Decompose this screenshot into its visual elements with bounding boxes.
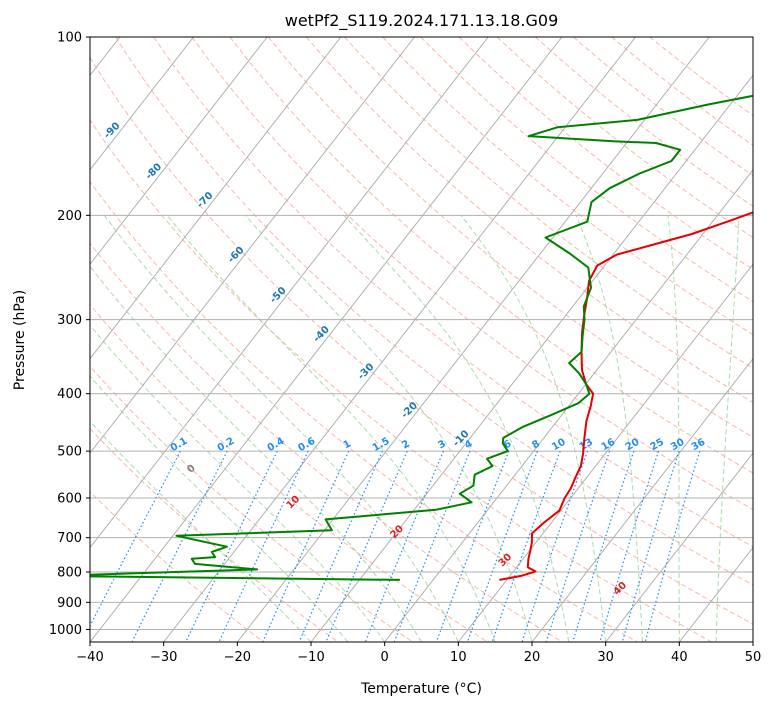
dry-adiabat-line — [90, 181, 638, 642]
moist-adiabat-line — [575, 215, 643, 642]
isotherm-gridline — [90, 37, 268, 266]
x-tick-label: 40 — [671, 650, 688, 665]
y-tick-label: 400 — [57, 387, 82, 402]
x-tick-label: −40 — [76, 650, 103, 665]
isotherm-gridline — [90, 37, 563, 642]
mixing-ratio-line — [521, 450, 589, 642]
dry-adiabat-line — [153, 37, 753, 548]
moist-adiabat-line — [460, 214, 607, 642]
mixing-ratio-line — [644, 450, 701, 642]
y-tick-label: 600 — [57, 492, 82, 507]
dry-adiabat-line — [90, 119, 712, 642]
mixing-ratio-label: 2 — [400, 438, 412, 451]
dry-adiabat-line — [420, 37, 753, 303]
isotherm-gridline — [384, 168, 753, 642]
profile-lines — [90, 94, 753, 581]
x-tick-label: −30 — [150, 650, 177, 665]
isotherm-gridline — [457, 263, 753, 642]
mixing-ratio-line — [364, 450, 444, 642]
x-tick-label: 10 — [450, 650, 467, 665]
y-tick-label: 100 — [57, 31, 82, 46]
dry-adiabat-line — [305, 37, 753, 403]
x-axis-title: Temperature (°C) — [360, 681, 482, 697]
mixing-ratio-label: 1 — [342, 438, 354, 451]
y-tick-label: 200 — [57, 209, 82, 224]
x-tick-label: 20 — [524, 650, 541, 665]
isotherm-gridline — [605, 452, 753, 642]
y-axis-title: Pressure (hPa) — [12, 290, 28, 390]
isotherm-gridline — [90, 37, 415, 454]
moist-adiabat-line — [90, 420, 312, 642]
dry-adiabat-line — [267, 37, 753, 438]
y-tick-label: 700 — [57, 531, 82, 546]
x-tick-label: 30 — [597, 650, 614, 665]
dry-adiabat-line — [115, 37, 753, 586]
mixing-ratio-line — [131, 450, 228, 642]
moist-adiabat-line — [343, 214, 570, 642]
plot-frame — [89, 36, 754, 643]
mixing-ratio-line — [545, 450, 611, 642]
chart-title: wetPf2_S119.2024.171.13.18.G09 — [285, 11, 559, 31]
plot-background — [90, 37, 753, 642]
dry-adiabat-line — [90, 242, 563, 642]
isotherm-gridline — [236, 37, 710, 642]
moist-adiabat-line — [90, 265, 422, 642]
isotherm-gridline — [90, 37, 194, 171]
isotherm-gridline — [752, 641, 753, 642]
moist-adiabat-line — [90, 324, 386, 642]
x-tick-label: 50 — [745, 650, 762, 665]
dry-adiabat-line — [90, 56, 753, 625]
moist-adiabat-line — [166, 214, 496, 642]
mixing-ratio-label: 6 — [502, 438, 514, 451]
mixing-ratio-line — [185, 450, 278, 642]
isotherm-label: -100 — [56, 80, 82, 106]
mixing-ratio-label: 8 — [530, 438, 542, 451]
moist-adiabat-line — [667, 215, 680, 642]
dry-adiabat-line — [382, 37, 753, 336]
moist-adiabat-line — [90, 375, 349, 642]
dry-adiabat-line — [90, 303, 488, 642]
isotherm-gridline — [90, 37, 489, 549]
mixing-ratio-line — [90, 450, 181, 628]
mixing-ratio-line — [393, 450, 471, 642]
mixing-ratio-line — [218, 450, 309, 642]
y-tick-label: 500 — [57, 445, 82, 460]
y-tick-label: 300 — [57, 313, 82, 328]
moist-adiabat-line — [715, 215, 740, 642]
dry-adiabat-line — [344, 37, 753, 369]
mixing-ratio-line — [621, 450, 680, 642]
mixing-ratio-label: 4 — [463, 438, 475, 451]
mixing-ratio-line — [435, 450, 510, 642]
x-tick-label: −20 — [224, 650, 251, 665]
isotherm-gridline — [310, 74, 753, 642]
isotherm-gridline — [531, 357, 753, 642]
dry-adiabat-line — [90, 427, 339, 642]
x-tick-label: −10 — [297, 650, 324, 665]
background-lines — [90, 37, 753, 642]
isotherm-gridline — [90, 37, 342, 360]
y-tick-label: 1000 — [49, 623, 82, 638]
moist-adiabat-line — [103, 214, 459, 642]
x-tick-label: 0 — [381, 650, 389, 665]
dewpoint-profile-line — [90, 94, 753, 581]
x-axis: −40 −30 −20 −10 0 10 20 30 40 50 — [76, 642, 761, 665]
y-tick-label: 800 — [57, 566, 82, 581]
y-tick-label: 900 — [57, 596, 82, 611]
y-axis: 100 200 300 400 500 600 700 800 900 1000 — [49, 31, 90, 638]
mixing-ratio-line — [466, 450, 538, 642]
mixing-ratio-label: 3 — [436, 438, 448, 451]
